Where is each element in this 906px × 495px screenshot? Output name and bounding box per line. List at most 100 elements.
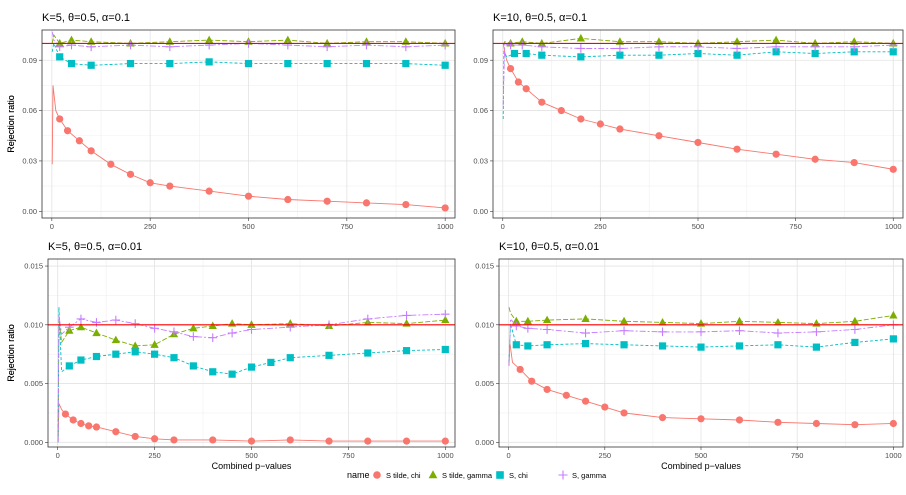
data-point-s-gamma [76,314,86,324]
x-tick-label: 0 [501,222,505,231]
legend-label: S, gamma [572,471,607,480]
data-point-s-chi [735,342,744,350]
data-point-s-chi [244,59,253,68]
legend-key-triangle [428,470,438,479]
series-line-s-gamma [508,317,894,366]
data-point-s-gamma [696,327,706,337]
data-point-s-chi [850,48,858,56]
legend-title: name [347,470,370,480]
data-point-s-tilde-gamma [771,35,781,44]
chart-panel-3: 0 250 500 750 1000 0.000 0.005 0.010 0.015 K=5, θ… [6,241,456,471]
data-point-s-gamma [440,40,450,50]
data-point-s-tilde-gamma [92,328,101,337]
data-point-s-chi [402,347,411,355]
data-point-s-tilde-gamma [542,315,552,324]
legend-item-s-tilde-chi: S tilde, chi [373,471,421,480]
data-point-s-tilde-chi [522,85,530,93]
data-point-s-tilde-chi [75,137,83,145]
data-point-s-tilde-chi [77,419,85,428]
data-point-s-gamma [773,328,783,338]
data-point-s-chi [543,341,551,349]
x-tick-label: 0 [507,451,511,460]
y-tick-label: 0.00 [22,207,37,216]
data-point-s-gamma [362,40,371,50]
data-point-s-gamma [283,40,293,50]
data-point-s-gamma [126,40,135,50]
data-point-s-chi [811,49,819,58]
data-point-s-chi [247,363,256,371]
data-point-s-gamma [150,324,159,333]
data-point-s-tilde-chi [557,106,565,115]
data-point-s-chi [522,49,530,58]
data-point-s-chi [851,338,859,347]
x-tick-label: 0 [50,222,54,231]
y-axis-label: Rejection ratio [6,324,16,382]
data-point-s-tilde-chi [205,187,213,195]
legend-key-plus [558,470,568,480]
data-point-s-tilde-chi [581,397,590,405]
data-point-s-gamma [542,325,552,334]
data-point-s-tilde-chi [92,423,101,431]
x-tick-label: 750 [342,451,355,460]
data-point-s-chi [441,61,449,69]
data-point-s-gamma [511,321,521,331]
panel-border [47,258,456,448]
data-point-s-gamma [130,319,140,328]
data-point-s-tilde-chi [56,115,64,123]
data-point-s-tilde-chi [61,410,70,418]
data-point-s-tilde-chi [851,421,859,429]
data-point-s-gamma [658,327,667,337]
data-point-s-tilde-chi [87,147,95,155]
data-point-s-gamma [247,325,256,334]
series-line-s-gamma [502,42,894,106]
data-point-s-tilde-chi [85,422,93,430]
y-tick-label: 0.00 [473,207,488,216]
data-point-s-tilde-chi [528,377,536,385]
data-point-s-chi [774,341,782,349]
data-point-s-tilde-chi [146,179,154,187]
y-tick-label: 0.000 [475,438,494,447]
data-point-s-gamma [576,44,586,53]
data-point-s-tilde-chi [244,192,253,200]
data-point-s-tilde-chi [209,436,217,444]
data-point-s-chi [577,53,585,61]
data-point-s-tilde-chi [126,170,135,178]
legend-item-s-chi: S, chi [496,471,528,480]
data-point-s-tilde-chi [850,159,858,167]
data-point-s-tilde-chi [441,204,449,212]
data-point-s-chi [772,48,780,56]
data-point-s-chi [812,343,821,351]
panel-border [492,29,904,219]
legend-item-s-gamma: S, gamma [558,470,607,480]
data-point-s-tilde-gamma [512,316,521,325]
data-point-s-chi [267,358,275,366]
data-point-s-tilde-gamma [150,340,159,348]
data-point-s-tilde-gamma [131,341,140,350]
data-point-s-tilde-chi [323,197,331,205]
x-tick-label: 500 [692,222,705,231]
y-axis-label: Rejection ratio [6,324,16,382]
y-tick-label: 0.06 [22,106,37,115]
data-point-s-tilde-chi [112,428,120,436]
data-point-s-chi [150,350,159,358]
data-point-s-tilde-chi [170,436,178,444]
data-point-s-tilde-chi [697,415,705,423]
x-tick-label: 250 [594,222,607,231]
data-point-s-gamma [204,40,214,50]
data-point-s-tilde-gamma [441,315,450,324]
data-point-s-chi [205,58,213,66]
y-tick-label: 0.015 [24,262,43,271]
data-point-s-tilde-gamma [67,35,76,44]
data-point-s-tilde-chi [543,385,551,394]
data-point-s-tilde-gamma [111,335,120,344]
data-point-s-chi [658,342,667,350]
data-point-s-tilde-chi [514,78,522,86]
data-point-s-tilde-chi [364,437,372,445]
y-tick-label: 0.000 [24,438,43,447]
data-point-s-chi [228,370,236,378]
x-tick-label: 750 [791,451,804,460]
x-tick-label: 1000 [885,451,902,460]
data-point-s-tilde-gamma [889,310,898,319]
data-point-s-tilde-chi [812,419,821,428]
